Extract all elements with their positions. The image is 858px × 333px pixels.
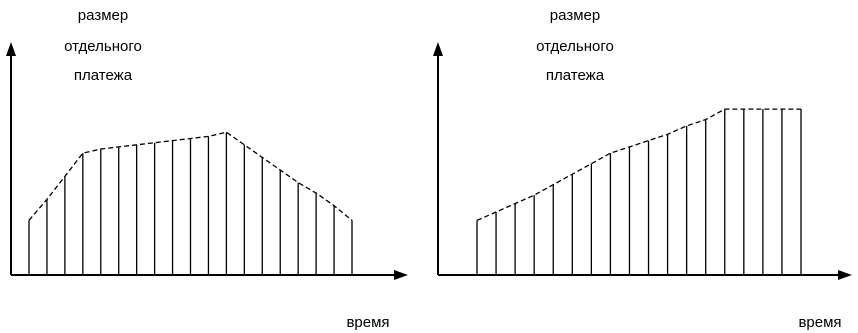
chart-right: размер отдельного платежа время <box>433 7 852 331</box>
y-axis-label-right-line-2: отдельного <box>536 38 614 55</box>
bars-right <box>476 109 802 275</box>
y-axis-arrow-left <box>6 42 16 56</box>
y-axis-label-right-line-3: платежа <box>546 67 605 84</box>
y-axis-label-left-line-3: платежа <box>74 67 133 84</box>
bars-left <box>28 132 353 275</box>
y-axis-label-left-line-2: отдельного <box>64 38 142 55</box>
envelope-left <box>28 131 353 221</box>
chart-left: размер отдельного платежа время <box>6 7 408 331</box>
y-axis-arrow-right <box>433 42 443 56</box>
x-axis-label-left: время <box>346 314 389 331</box>
x-axis-arrow-left <box>394 270 408 280</box>
y-axis-label-right-line-1: размер <box>550 7 600 24</box>
x-axis-arrow-right <box>838 270 852 280</box>
x-axis-label-right: время <box>798 314 841 331</box>
envelope-right <box>476 108 801 221</box>
y-axis-label-left-line-1: размер <box>78 7 128 24</box>
